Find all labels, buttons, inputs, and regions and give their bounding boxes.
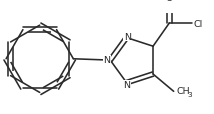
Text: N: N bbox=[104, 56, 110, 65]
Text: N: N bbox=[124, 32, 131, 41]
Text: N: N bbox=[123, 80, 130, 89]
Text: Cl: Cl bbox=[193, 19, 203, 28]
Text: 3: 3 bbox=[187, 91, 192, 97]
Text: CH: CH bbox=[177, 87, 190, 95]
Text: O: O bbox=[166, 0, 173, 3]
